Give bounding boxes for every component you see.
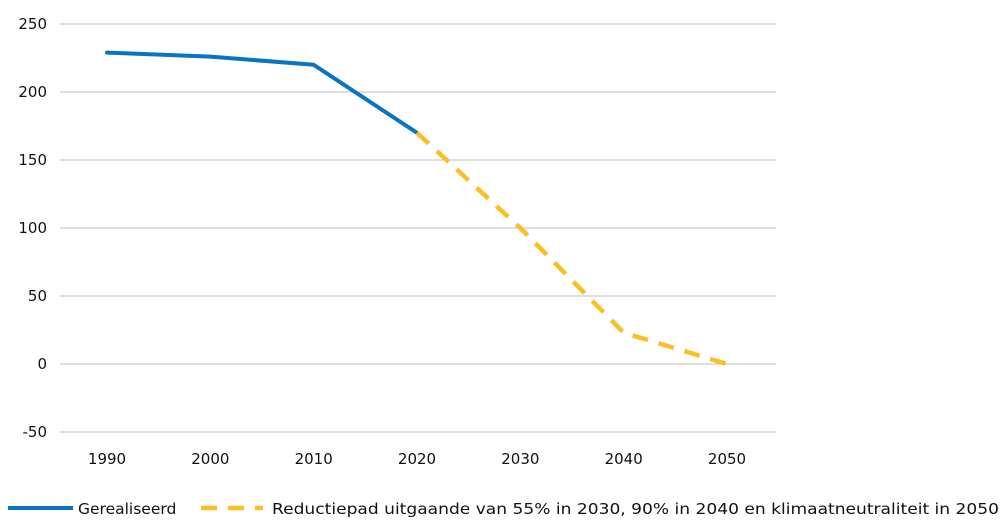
y-tick-label: 200 xyxy=(18,83,47,101)
x-axis-ticks: 1990 2000 2010 2020 2030 2040 2050 xyxy=(88,450,746,468)
y-axis-ticks: 250 200 150 100 50 0 -50 xyxy=(18,15,47,441)
y-tick-label: 100 xyxy=(18,219,47,237)
x-tick-label: 2040 xyxy=(605,450,643,468)
y-tick-label: 50 xyxy=(28,287,47,305)
x-tick-label: 2020 xyxy=(398,450,436,468)
x-tick-label: 2000 xyxy=(191,450,229,468)
series-line-gerealiseerd xyxy=(105,50,419,135)
legend-label-reductiepad: Reductiepad uitgaande van 55% in 2030, 9… xyxy=(272,500,999,518)
series-line-reductiepad xyxy=(415,131,728,367)
gridlines xyxy=(60,23,776,433)
y-tick-label: 0 xyxy=(37,355,47,373)
y-tick-label: -50 xyxy=(23,423,48,441)
x-tick-label: 2050 xyxy=(708,450,746,468)
y-tick-label: 150 xyxy=(18,151,47,169)
series-lines xyxy=(105,50,728,367)
x-tick-label: 2030 xyxy=(501,450,539,468)
legend-label-gerealiseerd: Gerealiseerd xyxy=(78,500,176,518)
legend: Gerealiseerd Reductiepad uitgaande van 5… xyxy=(8,500,999,518)
x-tick-label: 2010 xyxy=(295,450,333,468)
x-tick-label: 1990 xyxy=(88,450,126,468)
y-tick-label: 250 xyxy=(18,15,47,33)
